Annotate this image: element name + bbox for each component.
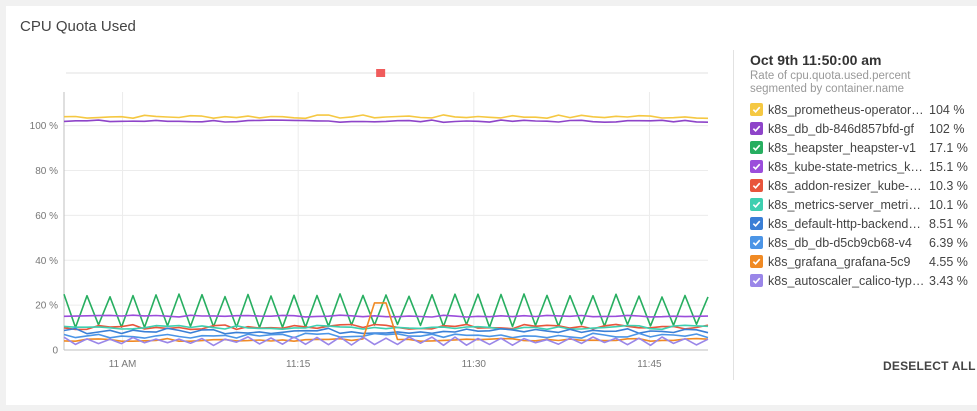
series-line: [63, 323, 709, 331]
checkbox-checked-icon[interactable]: [750, 274, 763, 287]
legend-item-value: 4.55 %: [929, 254, 968, 269]
legend-item-value: 15.1 %: [929, 159, 968, 174]
y-tick-label: 20 %: [35, 301, 58, 312]
legend-item-label: k8s_grafana_grafana-5c9: [768, 254, 911, 269]
legend-item-value: 10.3 %: [929, 178, 968, 193]
y-tick-label: 100 %: [30, 121, 58, 132]
legend-item[interactable]: k8s_heapster_heapster-v1 17.1 %: [750, 138, 974, 157]
legend-item[interactable]: k8s_metrics-server_metrics-server 10.1 %: [750, 195, 974, 214]
legend-item-value: 104 %: [929, 102, 965, 117]
series-line: [63, 336, 709, 347]
checkbox-checked-icon[interactable]: [750, 255, 763, 268]
legend-item[interactable]: k8s_addon-resizer_kube-state-metrics 10.3…: [750, 176, 974, 195]
series-line: [63, 332, 709, 339]
legend-subtitle: Rate of cpu.quota.used.percent segmented…: [750, 70, 911, 95]
legend-item-label: k8s_db_db-846d857bfd-gf: [768, 121, 914, 136]
checkbox-checked-icon[interactable]: [750, 160, 763, 173]
legend-item[interactable]: k8s_prometheus-operator_prometheus-opera…: [750, 100, 974, 119]
y-tick-label: 80 %: [35, 166, 58, 177]
panel-title: CPU Quota Used: [20, 18, 136, 35]
series-line: [63, 114, 709, 120]
y-tick-label: 0: [52, 346, 58, 357]
checkbox-checked-icon[interactable]: [750, 103, 763, 116]
legend-item[interactable]: k8s_grafana_grafana-5c9 4.55 %: [750, 252, 974, 271]
x-tick-label: 11:45: [637, 359, 662, 370]
x-tick-label: 11:30: [462, 359, 487, 370]
legend-item-label: k8s_kube-state-metrics_kube-state-metric…: [768, 159, 925, 174]
legend-item-label: k8s_autoscaler_calico-typha-autoscaler: [768, 273, 925, 288]
series-line: [63, 324, 709, 331]
checkbox-checked-icon[interactable]: [750, 198, 763, 211]
series-line: [63, 314, 709, 318]
legend-item[interactable]: k8s_kube-state-metrics_kube-state-metric…: [750, 157, 974, 176]
legend-item[interactable]: k8s_autoscaler_calico-typha-autoscaler 3.…: [750, 271, 974, 290]
cpu-quota-chart[interactable]: 0 20 % 40 % 60 % 80 % 100 % 11 AM 11:15 11:30 11:…: [6, 6, 726, 376]
series-line: [63, 119, 709, 124]
series-line: [63, 327, 709, 335]
legend-item-label: k8s_db_db-d5cb9cb68-v4: [768, 235, 912, 250]
x-tick-label: 11 AM: [109, 359, 137, 370]
y-tick-label: 40 %: [35, 256, 58, 267]
x-tick-label: 11:15: [286, 359, 311, 370]
checkbox-checked-icon[interactable]: [750, 217, 763, 230]
legend-item-label: k8s_addon-resizer_kube-state-metrics: [768, 178, 925, 193]
legend: Oct 9th 11:50:00 am Rate of cpu.quota.us…: [733, 50, 976, 380]
legend-item[interactable]: k8s_db_db-d5cb9cb68-v4 6.39 %: [750, 233, 974, 252]
chart-panel: CPU Quota Used 0 20 % 40 % 60 % 80 % 100 % 11 …: [6, 6, 977, 405]
legend-item-label: k8s_metrics-server_metrics-server: [768, 197, 925, 212]
event-marker: [376, 69, 386, 77]
checkbox-checked-icon[interactable]: [750, 179, 763, 192]
legend-item-value: 102 %: [929, 121, 965, 136]
legend-item-value: 8.51 %: [929, 216, 968, 231]
deselect-all-button[interactable]: DESELECT ALL: [883, 359, 976, 373]
legend-item[interactable]: k8s_default-http-backend_default-http-ba…: [750, 214, 974, 233]
checkbox-checked-icon[interactable]: [750, 236, 763, 249]
checkbox-checked-icon[interactable]: [750, 122, 763, 135]
legend-item[interactable]: k8s_db_db-846d857bfd-gf 102 %: [750, 119, 974, 138]
legend-item-label: k8s_heapster_heapster-v1: [768, 140, 917, 155]
legend-list: k8s_prometheus-operator_prometheus-opera…: [750, 100, 974, 290]
legend-item-value: 10.1 %: [929, 197, 968, 212]
legend-timestamp: Oct 9th 11:50:00 am: [750, 52, 882, 68]
legend-item-value: 17.1 %: [929, 140, 968, 155]
checkbox-checked-icon[interactable]: [750, 141, 763, 154]
legend-item-label: k8s_prometheus-operator_prometheus-opera…: [768, 102, 925, 117]
legend-item-value: 6.39 %: [929, 235, 968, 250]
legend-item-label: k8s_default-http-backend_default-http-ba…: [768, 216, 925, 231]
legend-item-value: 3.43 %: [929, 273, 968, 288]
y-tick-label: 60 %: [35, 211, 58, 222]
series-line: [63, 293, 709, 329]
